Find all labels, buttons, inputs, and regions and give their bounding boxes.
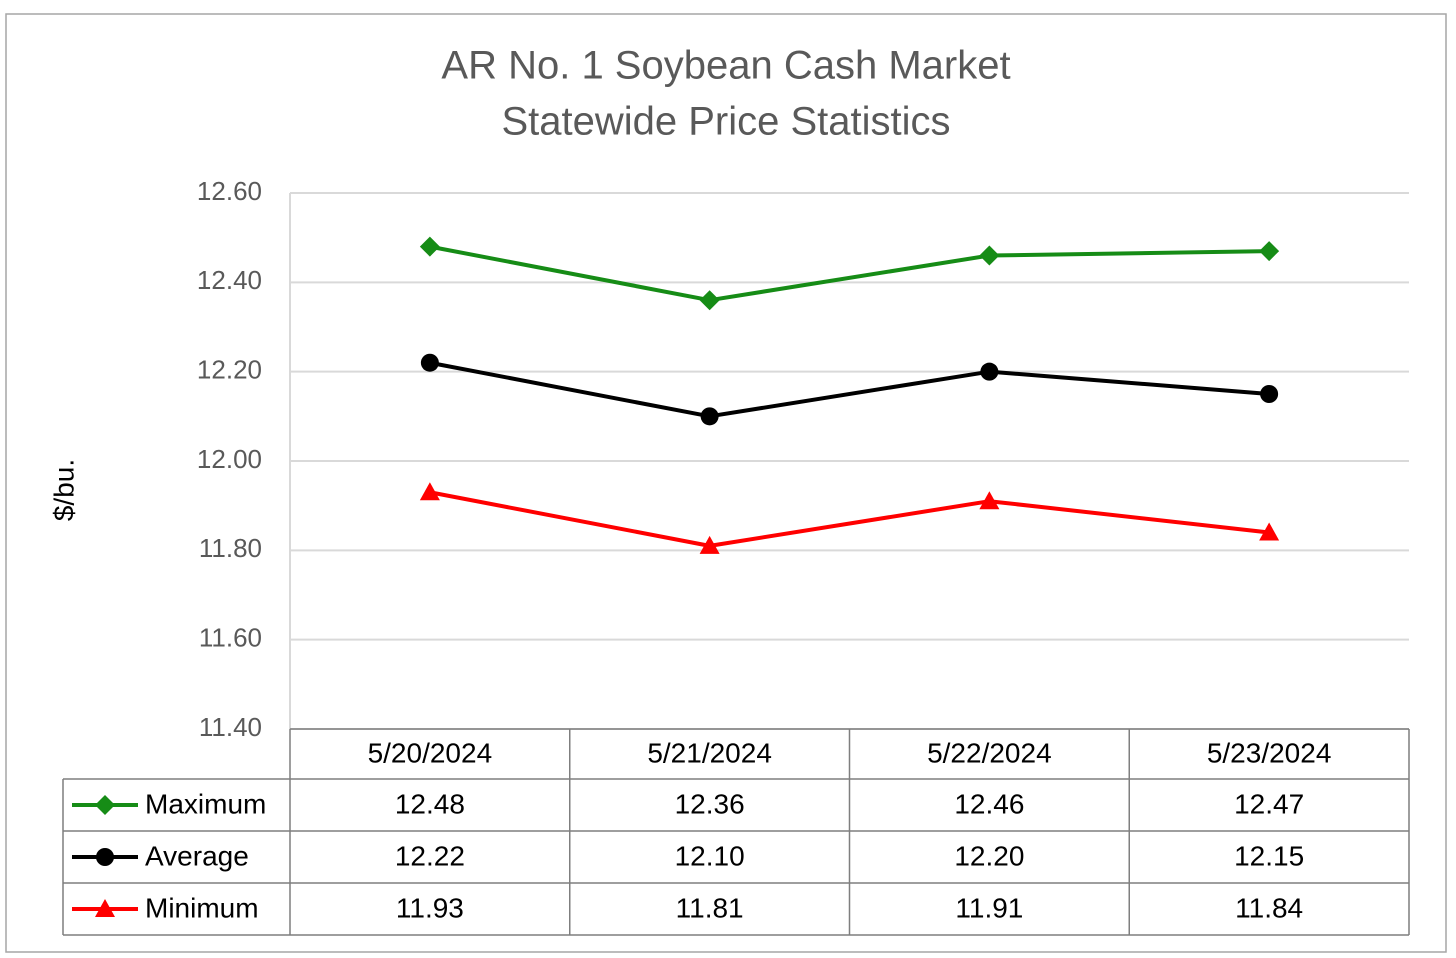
marker <box>1260 385 1279 403</box>
marker <box>420 353 439 372</box>
marker <box>979 245 1000 266</box>
y-axis-label: $/bu. <box>48 459 79 521</box>
table-value: 11.81 <box>676 892 744 923</box>
y-tick-label: 11.80 <box>199 533 262 563</box>
table-value: 12.46 <box>954 788 1024 819</box>
y-tick-label: 11.60 <box>199 623 262 653</box>
legend-marker <box>95 899 115 917</box>
table-value: 11.91 <box>955 892 1023 923</box>
marker <box>700 407 719 426</box>
legend-label: Average <box>145 840 249 871</box>
table-value: 12.10 <box>675 840 745 871</box>
chart-subtitle: Statewide Price Statistics <box>501 100 950 144</box>
y-tick-label: 12.00 <box>197 444 262 474</box>
marker <box>419 236 440 257</box>
chart-border <box>5 13 1447 953</box>
series-line <box>429 490 1270 548</box>
marker <box>980 362 999 381</box>
marker <box>979 491 1000 510</box>
y-tick-label: 12.60 <box>197 176 262 206</box>
chart-title: AR No. 1 Soybean Cash Market <box>441 44 1010 88</box>
table-value: 11.84 <box>1235 892 1303 923</box>
table-value: 12.15 <box>1234 840 1304 871</box>
legend-label: Minimum <box>145 892 259 923</box>
series-line <box>429 244 1270 303</box>
x-tick-label: 5/23/2024 <box>1207 737 1332 768</box>
marker <box>1259 522 1280 541</box>
marker <box>699 535 720 554</box>
table-value: 12.48 <box>395 788 465 819</box>
x-tick-label: 5/22/2024 <box>927 737 1052 768</box>
table-value: 11.93 <box>396 892 464 923</box>
table-value: 12.20 <box>954 840 1024 871</box>
marker <box>699 290 720 311</box>
legend-marker <box>95 795 115 815</box>
marker <box>1259 241 1280 262</box>
y-tick-label: 12.20 <box>197 355 262 385</box>
series-line <box>429 360 1270 419</box>
table-value: 12.47 <box>1234 788 1304 819</box>
x-tick-label: 5/21/2024 <box>647 737 772 768</box>
table-value: 12.36 <box>675 788 745 819</box>
legend-marker <box>96 848 114 866</box>
y-tick-label: 12.40 <box>197 265 262 295</box>
legend-label: Maximum <box>145 788 266 819</box>
y-tick-label: 11.40 <box>199 712 262 742</box>
marker <box>419 482 440 501</box>
table-value: 12.22 <box>395 840 465 871</box>
x-tick-label: 5/20/2024 <box>368 737 493 768</box>
